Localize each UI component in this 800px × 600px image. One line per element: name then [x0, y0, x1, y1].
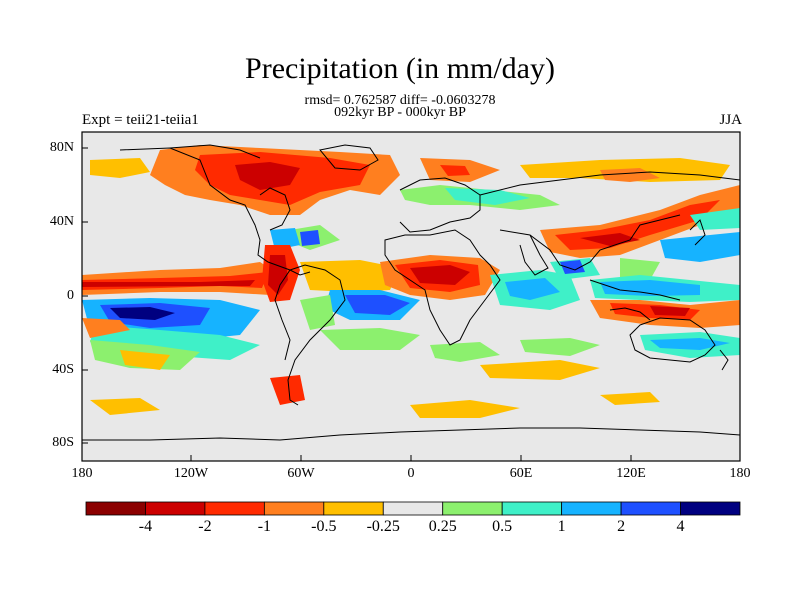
- axis-ticks: [82, 147, 632, 461]
- lat-tick-80s: 80S: [52, 435, 74, 450]
- colorbar-swatch: [501, 501, 563, 516]
- colorbar-swatch: [680, 501, 741, 516]
- colorbar-label: -2: [198, 518, 212, 535]
- colorbar-swatch: [561, 501, 622, 516]
- lon-tick-120e: 120E: [616, 466, 646, 481]
- colorbar-swatch: [323, 501, 384, 516]
- south-pacific-region: [82, 298, 740, 418]
- colorbar-label: 0.5: [492, 518, 513, 535]
- colorbar-label: -1: [257, 518, 272, 535]
- experiment-label: Expt = teii21-teiia1: [82, 112, 199, 128]
- chart-title: Precipitation (in mm/day): [245, 52, 555, 85]
- colorbar: [85, 501, 741, 516]
- atlantic-africa-region: [300, 255, 500, 330]
- stats-subtitle: rmsd= 0.762587 diff= -0.0603278: [304, 93, 496, 108]
- colorbar-swatch: [85, 501, 146, 516]
- colorbar-label: 1: [557, 518, 566, 535]
- colorbar-label: -4: [138, 518, 153, 535]
- colorbar-label: -0.25: [366, 518, 400, 535]
- lat-tick-80n: 80N: [49, 140, 74, 155]
- colorbar-swatch: [145, 501, 206, 516]
- colorbar-label: 0.25: [428, 518, 457, 535]
- lon-tick-120w: 120W: [173, 466, 209, 481]
- lon-tick-60e: 60E: [509, 466, 533, 481]
- colorbar-swatch: [442, 501, 503, 516]
- indian-ocean-region: [490, 270, 740, 328]
- lon-tick-0: 0: [407, 466, 415, 481]
- colorbar-swatch: [263, 501, 325, 516]
- lat-tick-40n: 40N: [49, 214, 74, 229]
- colorbar-swatch: [620, 501, 681, 516]
- colorbar-label: 4: [676, 518, 685, 535]
- itcz-dry-band: [82, 245, 300, 302]
- colorbar-swatch: [382, 501, 444, 516]
- colorbar-swatch: [204, 501, 265, 516]
- lat-tick-0: 0: [67, 288, 74, 303]
- lon-tick-180w: 180: [71, 466, 93, 481]
- period-subtitle: 092kyr BP - 000kyr BP: [334, 105, 466, 120]
- coastlines: [82, 144, 740, 441]
- season-label: JJA: [719, 112, 742, 128]
- arctic-dry-region: [90, 145, 730, 215]
- colorbar-label: -0.5: [311, 518, 337, 535]
- colorbar-label: 2: [617, 518, 626, 535]
- lon-tick-180e: 180: [729, 466, 751, 481]
- lon-tick-60w: 60W: [287, 466, 315, 481]
- lat-tick-40s: 40S: [52, 362, 74, 377]
